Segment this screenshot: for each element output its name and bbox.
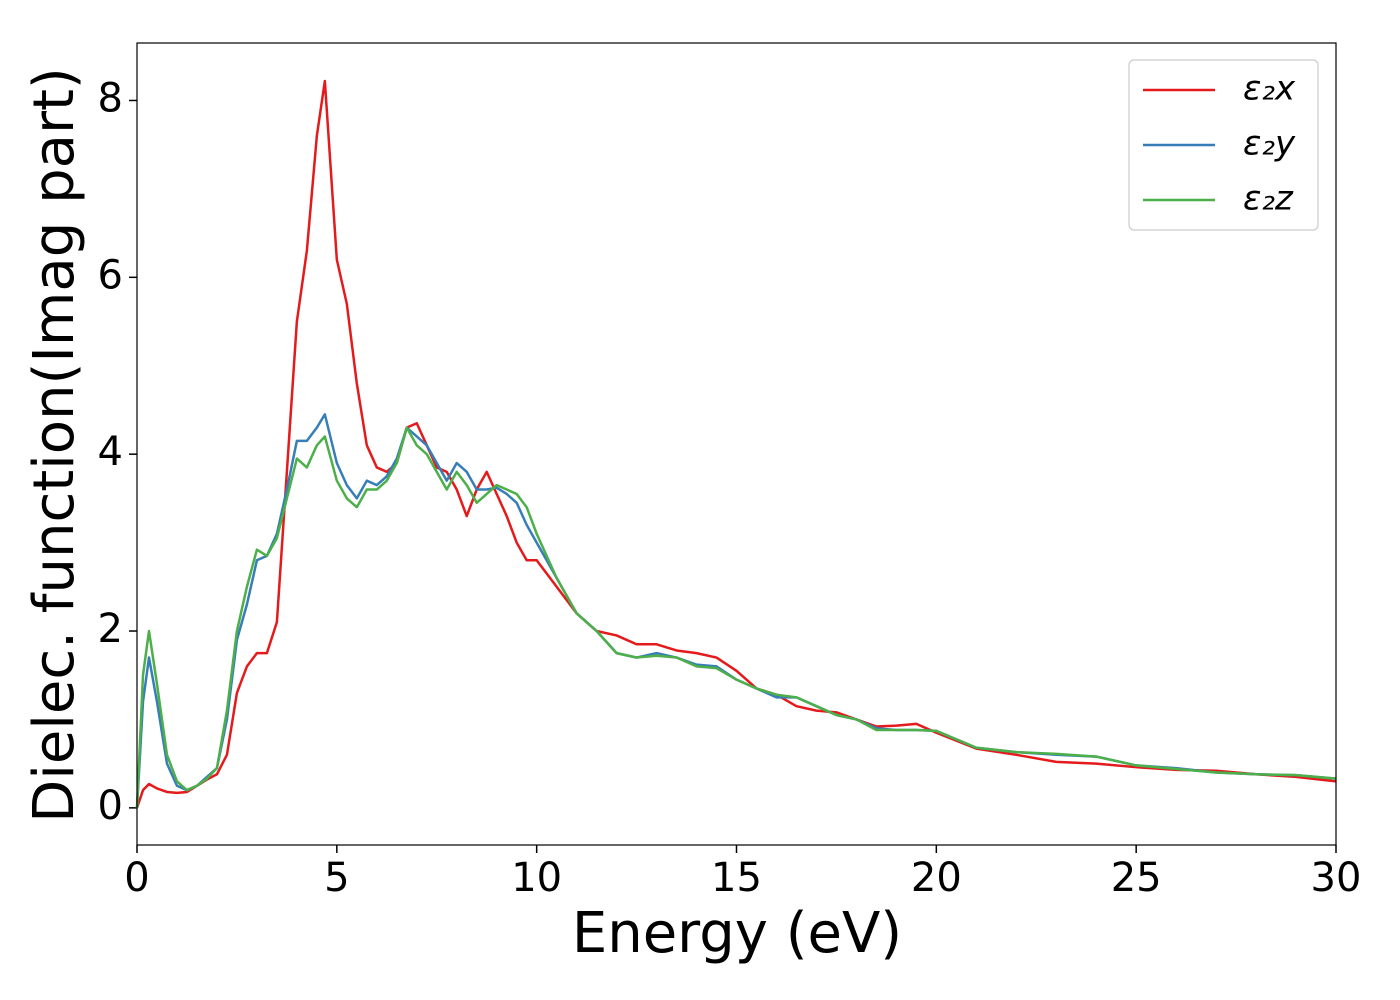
legend-label: ε₂z (1243, 179, 1294, 219)
y-tick-label: 0 (98, 783, 123, 829)
x-tick-label: 30 (1311, 855, 1362, 901)
legend-label: ε₂x (1243, 69, 1296, 109)
y-tick-label: 4 (98, 429, 123, 475)
x-axis-label: Energy (eV) (572, 901, 902, 966)
x-tick-label: 5 (324, 855, 349, 901)
plot-frame (136, 42, 1337, 846)
x-tick-label: 10 (511, 855, 562, 901)
line-series (135, 79, 1337, 809)
line-series (135, 426, 1337, 808)
x-tick-label: 0 (124, 855, 149, 901)
legend-label: ε₂y (1243, 124, 1296, 164)
x-tick-label: 20 (911, 855, 962, 901)
y-tick-label: 2 (98, 606, 123, 652)
y-axis-label: Dielec. function(Imag part) (22, 67, 87, 823)
y-tick-label: 8 (98, 75, 123, 121)
line-series (135, 413, 1337, 808)
y-tick-label: 6 (98, 252, 123, 298)
x-tick-label: 25 (1111, 855, 1162, 901)
x-tick-label: 15 (711, 855, 762, 901)
legend-box (1128, 59, 1319, 231)
